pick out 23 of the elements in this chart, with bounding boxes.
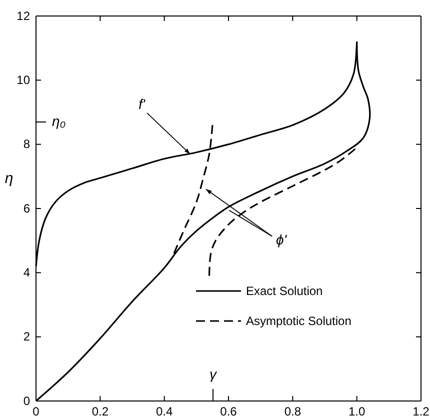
x-tick-label: 1.0 — [348, 404, 366, 419]
annotation: f' — [138, 96, 146, 112]
y-tick-label: 2 — [23, 330, 30, 344]
y-tick-label: 12 — [16, 8, 30, 23]
x-tick-label: 0 — [32, 404, 40, 419]
annotation: γ — [210, 366, 218, 382]
line-series — [208, 146, 358, 277]
x-tick-label: 1.2 — [412, 404, 430, 419]
legend-label: Asymptotic Solution — [246, 314, 352, 328]
y-tick-label: 6 — [23, 201, 30, 216]
line-series — [173, 124, 214, 254]
legend-label: Exact Solution — [246, 284, 323, 298]
y-tick-label: 8 — [23, 137, 30, 152]
y-tick-label: 4 — [23, 266, 30, 280]
annotation: η₀ — [52, 113, 66, 129]
x-tick-label: 0.6 — [220, 404, 238, 419]
y-tick-label: 0 — [23, 394, 30, 408]
y-axis-title: η — [4, 170, 14, 187]
x-tick-label: 0.8 — [284, 404, 302, 419]
x-tick-label: 0.4 — [156, 404, 173, 419]
y-tick-label: 10 — [16, 73, 30, 88]
annotation: ϕ' — [276, 231, 288, 248]
x-tick-label: 0.2 — [92, 404, 109, 419]
